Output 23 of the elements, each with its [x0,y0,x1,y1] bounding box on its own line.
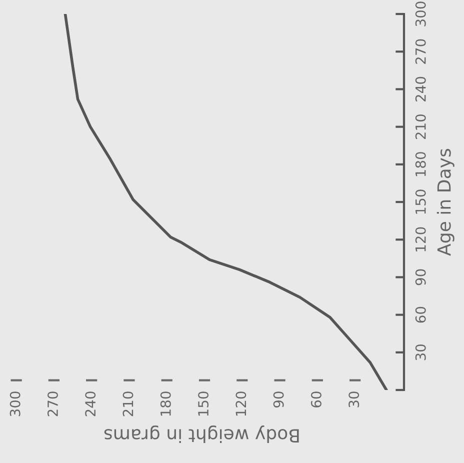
y-tick-label: 150 [415,190,426,214]
y-tick-label: 120 [415,227,426,252]
x-tick-label: 60 [310,392,322,408]
y-tick-label: 180 [415,152,426,176]
x-tick-label: 150 [198,392,209,416]
x-tick-label: 210 [122,392,134,416]
y-tick-label: 60 [415,306,426,323]
y-tick-label: 240 [415,76,426,102]
x-tick-label: 90 [273,392,284,408]
line-series [64,14,388,390]
y-tick-label: 90 [415,269,426,286]
x-tick-label: 270 [47,392,58,416]
x-tick-label: 30 [348,392,360,408]
y-tick-label: 210 [415,114,426,140]
y-axis-title: Age in Days [436,148,454,256]
x-axis-title: Body weight in grams [104,426,299,444]
y-tick-label: 300 [415,2,426,26]
x-tick-label: 240 [85,392,96,416]
x-tick-label: 180 [160,392,171,416]
x-tick-label: 300 [10,392,20,416]
x-tick-label: 120 [236,392,246,416]
y-tick-label: 30 [415,344,426,360]
y-tick-label: 270 [415,39,426,64]
